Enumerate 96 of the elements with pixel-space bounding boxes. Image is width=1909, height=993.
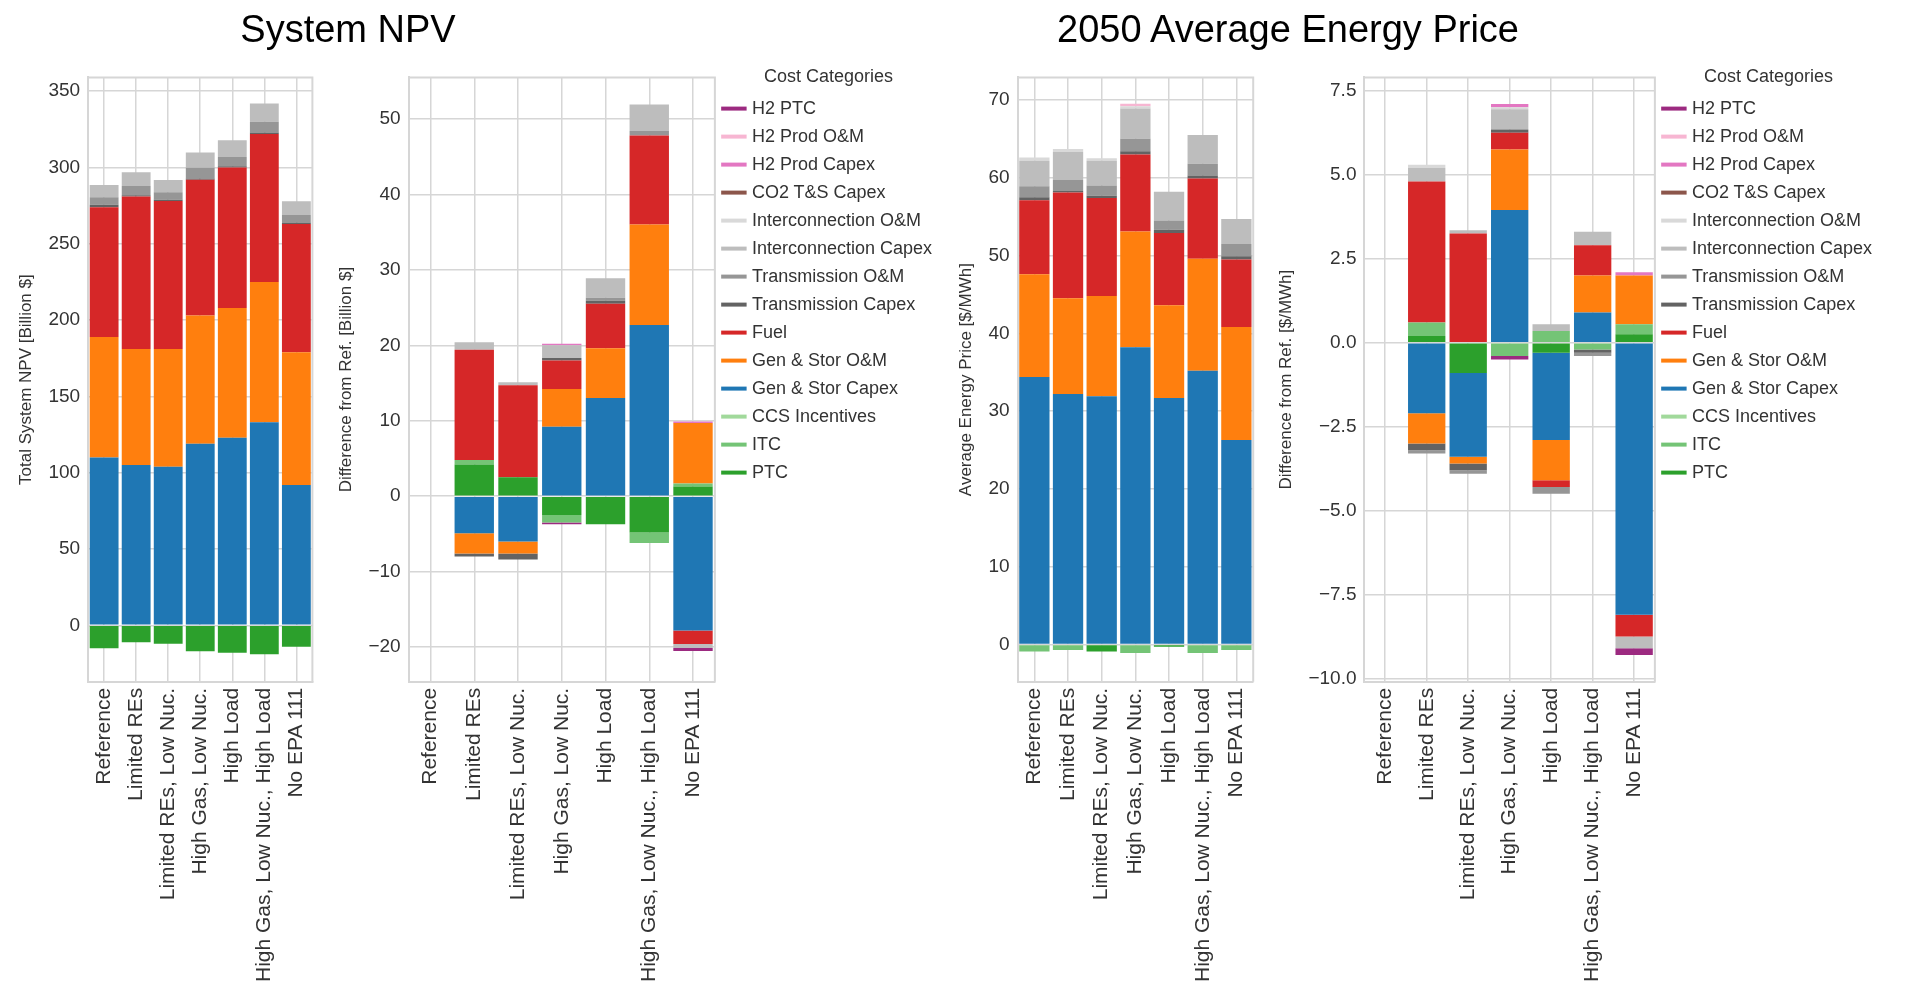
- legend-label: Gen & Stor O&M: [751, 349, 887, 370]
- x-tick-label: Limited REs: [122, 687, 146, 802]
- x-tick-label: Limited REs, Low Nuc.: [155, 687, 178, 901]
- legend-label: Transmission O&M: [751, 265, 905, 286]
- x-tick-label: High Load: [1537, 687, 1561, 784]
- legend-label: Gen & Stor Capex: [1691, 377, 1838, 398]
- legend-label: ITC: [751, 433, 781, 454]
- x-tick-label: Reference: [90, 687, 114, 785]
- legend-label: PTC: [751, 461, 788, 482]
- y-tick-label: 7.5: [1330, 79, 1357, 101]
- y-tick-label: 350: [48, 79, 81, 101]
- y-tick-label: 30: [988, 399, 1010, 421]
- x-tick-label: Limited REs: [1054, 687, 1078, 802]
- y-tick-label: 30: [379, 258, 401, 280]
- y-tick-label: 0.0: [1330, 330, 1357, 352]
- x-tick-label: No EPA 111: [1620, 687, 1644, 798]
- y-axis-title: Difference from Ref. [Billion $]: [335, 266, 355, 493]
- y-axis-title: Average Energy Price [$/MWh]: [955, 263, 975, 497]
- y-tick-label: 300: [48, 155, 81, 177]
- y-tick-label: 40: [988, 321, 1010, 343]
- x-tick-label: High Load: [592, 687, 616, 784]
- legend-label: CO2 T&S Capex: [1691, 181, 1826, 202]
- y-tick-label: 200: [48, 308, 81, 330]
- x-tick-label: High Gas, Low Nuc., High Load: [1579, 687, 1603, 982]
- x-tick-label: Limited REs: [461, 687, 485, 802]
- legend-title: Cost Categories: [763, 65, 893, 86]
- x-tick-label: High Gas, Low Nuc., High Load: [251, 687, 275, 982]
- x-tick-label: Limited REs, Low Nuc.: [504, 687, 528, 901]
- y-tick-label: −20: [368, 635, 401, 657]
- legend-label: H2 PTC: [751, 97, 816, 118]
- y-tick-label: −10.0: [1308, 666, 1357, 688]
- y-tick-label: 0: [390, 484, 401, 506]
- legend-label: Gen & Stor O&M: [1691, 349, 1827, 370]
- y-tick-label: 10: [379, 408, 401, 430]
- y-tick-label: −5.0: [1318, 498, 1357, 520]
- x-tick-label: Limited REs, Low Nuc.: [1088, 687, 1112, 901]
- legend-label: H2 Prod Capex: [751, 153, 875, 174]
- legend-label: Interconnection O&M: [751, 209, 921, 230]
- legend-label: H2 Prod O&M: [751, 125, 864, 146]
- x-tick-label: Limited REs: [1413, 687, 1437, 802]
- legend-label: Interconnection O&M: [1691, 209, 1861, 230]
- y-tick-label: 0: [998, 632, 1010, 654]
- y-tick-label: 150: [48, 384, 81, 406]
- x-tick-label: High Gas, Low Nuc.: [548, 687, 572, 875]
- y-tick-label: 50: [379, 107, 401, 129]
- x-tick-label: Reference: [417, 687, 441, 785]
- legend-label: ITC: [1691, 433, 1721, 454]
- y-tick-label: 20: [988, 477, 1010, 499]
- x-tick-label: Limited REs, Low Nuc.: [1454, 687, 1478, 901]
- legend-label: H2 PTC: [1691, 97, 1756, 118]
- x-tick-label: High Load: [219, 687, 243, 784]
- y-axis-title: Difference from Ref. [$/MWh]: [1275, 269, 1295, 490]
- legend-label: Fuel: [1691, 321, 1727, 342]
- x-tick-label: No EPA 111: [679, 687, 703, 798]
- y-tick-label: 40: [379, 182, 401, 204]
- legend-label: CCS Incentives: [1691, 405, 1816, 426]
- legend-title: Cost Categories: [1703, 65, 1833, 86]
- x-tick-label: High Gas, Low Nuc.: [1122, 687, 1146, 875]
- x-tick-label: High Load: [1155, 687, 1179, 784]
- legend-label: PTC: [1691, 461, 1728, 482]
- x-tick-label: No EPA 111: [283, 687, 307, 798]
- y-tick-label: 250: [48, 232, 81, 254]
- legend-label: Transmission Capex: [751, 293, 916, 314]
- x-tick-label: Reference: [1021, 687, 1045, 785]
- y-tick-label: 50: [58, 537, 81, 559]
- x-tick-label: High Gas, Low Nuc., High Load: [1189, 687, 1213, 982]
- y-tick-label: 70: [988, 88, 1010, 110]
- y-tick-label: −2.5: [1318, 414, 1357, 436]
- legend-label: Interconnection Capex: [751, 237, 933, 258]
- y-tick-label: 10: [988, 554, 1010, 576]
- x-tick-label: High Gas, Low Nuc.: [1496, 687, 1520, 875]
- y-tick-label: −7.5: [1318, 582, 1357, 604]
- x-tick-label: No EPA 111: [1223, 687, 1247, 798]
- y-tick-label: 2.5: [1330, 246, 1357, 268]
- legend-label: H2 Prod Capex: [1691, 153, 1815, 174]
- y-tick-label: 50: [988, 243, 1010, 265]
- legend-label: Fuel: [751, 321, 787, 342]
- legend-label: H2 Prod O&M: [1691, 125, 1804, 146]
- x-tick-label: High Gas, Low Nuc.: [187, 687, 211, 875]
- y-tick-label: −10: [368, 559, 401, 581]
- legend-label: Transmission O&M: [1691, 265, 1845, 286]
- legend-label: Transmission Capex: [1691, 293, 1856, 314]
- y-axis-title: Total System NPV [Billion $]: [15, 274, 35, 485]
- y-tick-label: 20: [379, 333, 401, 355]
- x-tick-label: High Gas, Low Nuc., High Load: [636, 687, 660, 982]
- y-tick-label: 60: [988, 165, 1010, 187]
- y-tick-label: 100: [48, 460, 81, 482]
- chart-title: System NPV: [239, 8, 457, 52]
- y-tick-label: 0: [69, 613, 81, 635]
- chart-title: 2050 Average Energy Price: [1056, 8, 1520, 52]
- legend-label: CCS Incentives: [751, 405, 876, 426]
- legend-label: Gen & Stor Capex: [751, 377, 898, 398]
- y-tick-label: 5.0: [1330, 163, 1357, 185]
- legend-label: CO2 T&S Capex: [751, 181, 886, 202]
- x-tick-label: Reference: [1372, 687, 1396, 785]
- legend-label: Interconnection Capex: [1691, 237, 1873, 258]
